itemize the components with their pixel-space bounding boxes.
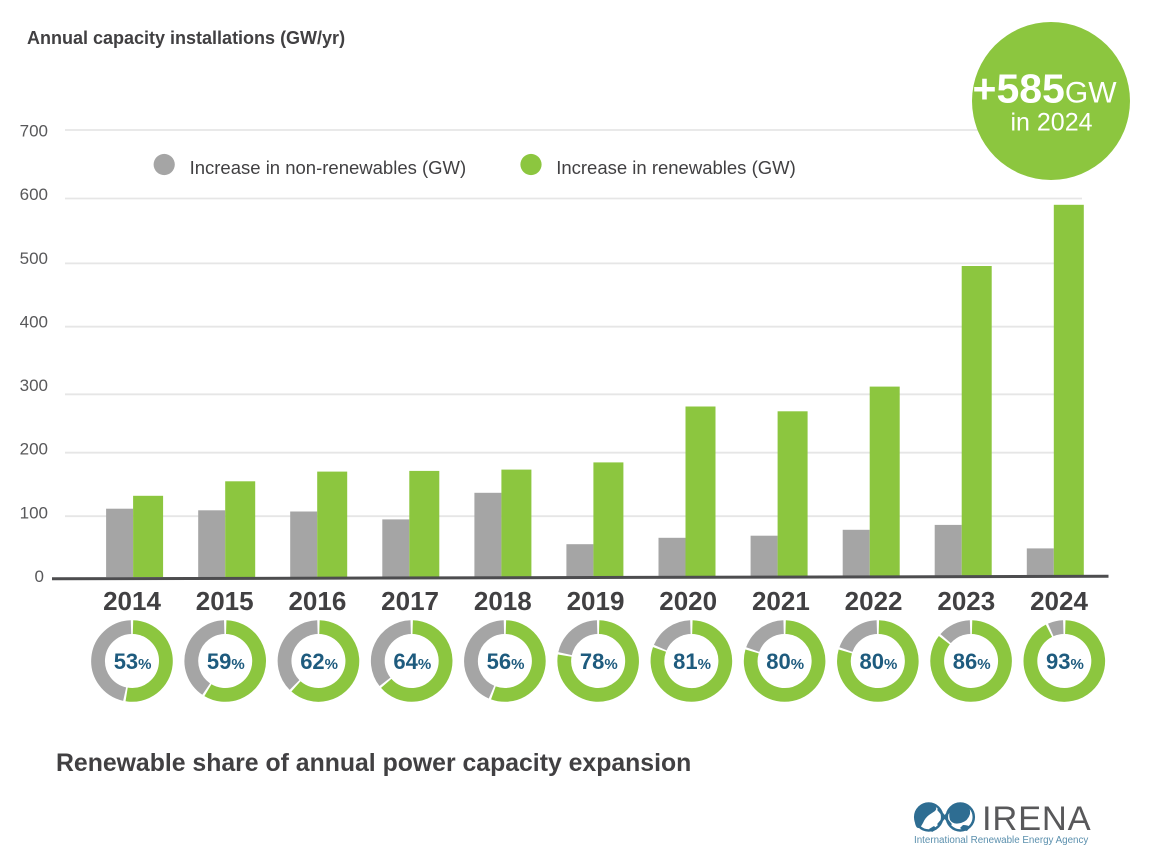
svg-text:International Renewable Energy: International Renewable Energy Agency xyxy=(914,835,1088,846)
svg-text:2024: 2024 xyxy=(1030,586,1088,616)
svg-text:100: 100 xyxy=(20,503,48,522)
svg-text:2015: 2015 xyxy=(196,586,254,616)
svg-text:2023: 2023 xyxy=(937,586,995,616)
svg-text:600: 600 xyxy=(20,185,48,204)
svg-text:2014: 2014 xyxy=(103,586,161,616)
svg-text:Annual capacity installations: Annual capacity installations (GW/yr) xyxy=(27,28,345,48)
svg-text:2017: 2017 xyxy=(381,586,439,616)
svg-text:700: 700 xyxy=(20,122,48,141)
svg-text:2020: 2020 xyxy=(659,586,717,616)
svg-text:400: 400 xyxy=(20,313,48,332)
svg-text:500: 500 xyxy=(20,249,48,268)
svg-text:Renewable share of annual powe: Renewable share of annual power capacity… xyxy=(56,750,691,777)
svg-text:78%: 78% xyxy=(580,649,618,674)
svg-text:Increase in renewables (GW): Increase in renewables (GW) xyxy=(556,157,796,178)
svg-text:Increase in non-renewables (GW: Increase in non-renewables (GW) xyxy=(190,157,467,178)
svg-text:300: 300 xyxy=(20,376,48,395)
svg-text:2021: 2021 xyxy=(752,586,810,616)
svg-text:200: 200 xyxy=(20,440,48,459)
svg-text:81%: 81% xyxy=(673,649,711,674)
svg-text:2018: 2018 xyxy=(474,586,532,616)
svg-text:0: 0 xyxy=(35,567,44,586)
svg-text:2019: 2019 xyxy=(567,586,625,616)
svg-text:in 2024: in 2024 xyxy=(1010,109,1092,137)
svg-text:53%: 53% xyxy=(114,649,152,674)
svg-text:93%: 93% xyxy=(1046,649,1084,674)
svg-text:2022: 2022 xyxy=(845,586,903,616)
svg-text:2016: 2016 xyxy=(288,586,346,616)
svg-text:IRENA: IRENA xyxy=(982,800,1091,838)
